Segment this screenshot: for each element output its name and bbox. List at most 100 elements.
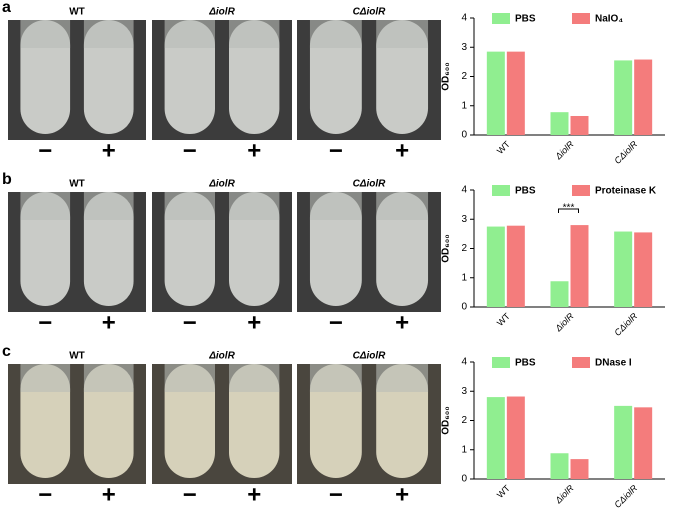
legend-swatch — [572, 13, 590, 24]
tube-top — [164, 20, 215, 48]
bar — [634, 232, 653, 307]
sign: + — [395, 309, 409, 336]
x-tick-label: CΔiolR — [612, 311, 639, 338]
tube-top — [229, 20, 280, 48]
tube-top — [83, 20, 134, 48]
significance-bracket — [558, 208, 579, 214]
y-tick-label: 0 — [461, 302, 467, 313]
tube-top — [309, 364, 362, 392]
bar — [614, 405, 633, 479]
tube — [376, 20, 429, 134]
tube — [83, 20, 134, 134]
tube — [376, 364, 429, 478]
y-tick-label: 1 — [461, 444, 467, 455]
tube-top — [309, 192, 362, 220]
legend-label: PBS — [515, 358, 536, 369]
tube — [376, 192, 429, 306]
tube — [229, 192, 280, 306]
tube-top — [164, 192, 215, 220]
tube — [20, 192, 71, 306]
legend-label: DNase I — [595, 358, 632, 369]
tube-top — [376, 192, 429, 220]
tube-top — [376, 20, 429, 48]
bar — [486, 51, 505, 136]
y-axis-label: OD₆₀₀ — [441, 62, 452, 91]
bar — [570, 225, 589, 307]
tube-top — [83, 364, 134, 392]
tube — [20, 20, 71, 134]
y-tick-label: 2 — [461, 243, 467, 254]
tube-top — [164, 364, 215, 392]
tube — [164, 364, 215, 478]
sign: + — [102, 137, 116, 164]
y-tick-label: 3 — [461, 42, 467, 53]
tube-top — [229, 364, 280, 392]
y-axis-label: OD₆₀₀ — [441, 406, 452, 435]
sample-label: WT — [69, 351, 85, 362]
bar — [506, 396, 525, 479]
sample-label: ΔiolR — [208, 7, 235, 18]
legend-swatch — [492, 13, 510, 24]
bar — [506, 225, 525, 307]
annotation: *** — [563, 203, 575, 214]
sign: + — [395, 481, 409, 508]
tube — [83, 192, 134, 306]
panel-label: b — [2, 171, 12, 188]
bar — [486, 397, 505, 479]
sign: + — [102, 309, 116, 336]
y-tick-label: 1 — [461, 100, 467, 111]
tube — [164, 192, 215, 306]
tube — [309, 20, 362, 134]
sign: − — [183, 137, 197, 164]
legend-label: Proteinase K — [595, 186, 657, 197]
legend-swatch — [492, 357, 510, 368]
bar — [634, 407, 653, 479]
x-tick-label: WT — [495, 483, 512, 500]
legend-label: PBS — [515, 186, 536, 197]
sign: − — [329, 137, 343, 164]
sign: + — [102, 481, 116, 508]
bar — [634, 59, 653, 135]
sample-label: ΔiolR — [208, 179, 235, 190]
tube — [229, 364, 280, 478]
sign: − — [183, 309, 197, 336]
tube — [20, 364, 71, 478]
sample-label: CΔiolR — [353, 7, 387, 18]
sample-label: WT — [69, 179, 85, 190]
bar — [570, 115, 589, 135]
y-tick-label: 4 — [461, 13, 467, 24]
tube — [83, 364, 134, 478]
bar — [506, 51, 525, 136]
x-tick-label: ΔiolR — [553, 311, 576, 334]
x-tick-label: WT — [495, 311, 512, 328]
tube — [309, 192, 362, 306]
panel-label: a — [2, 0, 11, 16]
sign: − — [38, 137, 52, 164]
sample-label: CΔiolR — [353, 351, 387, 362]
bar — [614, 231, 633, 307]
tube-top — [20, 20, 71, 48]
legend-swatch — [572, 357, 590, 368]
tube-top — [20, 192, 71, 220]
bar — [550, 281, 569, 307]
bar — [550, 453, 569, 479]
legend-label: PBS — [515, 14, 536, 25]
y-tick-label: 3 — [461, 214, 467, 225]
bar — [486, 226, 505, 307]
tube-top — [229, 192, 280, 220]
sign: + — [247, 309, 261, 336]
x-tick-label: ΔiolR — [553, 139, 576, 162]
sign: − — [183, 481, 197, 508]
x-tick-label: WT — [495, 139, 512, 156]
x-tick-label: CΔiolR — [612, 139, 639, 166]
y-tick-label: 2 — [461, 415, 467, 426]
tube — [164, 20, 215, 134]
sign: − — [38, 309, 52, 336]
y-tick-label: 1 — [461, 272, 467, 283]
sample-label: WT — [69, 7, 85, 18]
legend-swatch — [572, 185, 590, 196]
legend-label: NaIO₄ — [595, 14, 623, 25]
y-tick-label: 3 — [461, 386, 467, 397]
bar — [614, 60, 633, 135]
